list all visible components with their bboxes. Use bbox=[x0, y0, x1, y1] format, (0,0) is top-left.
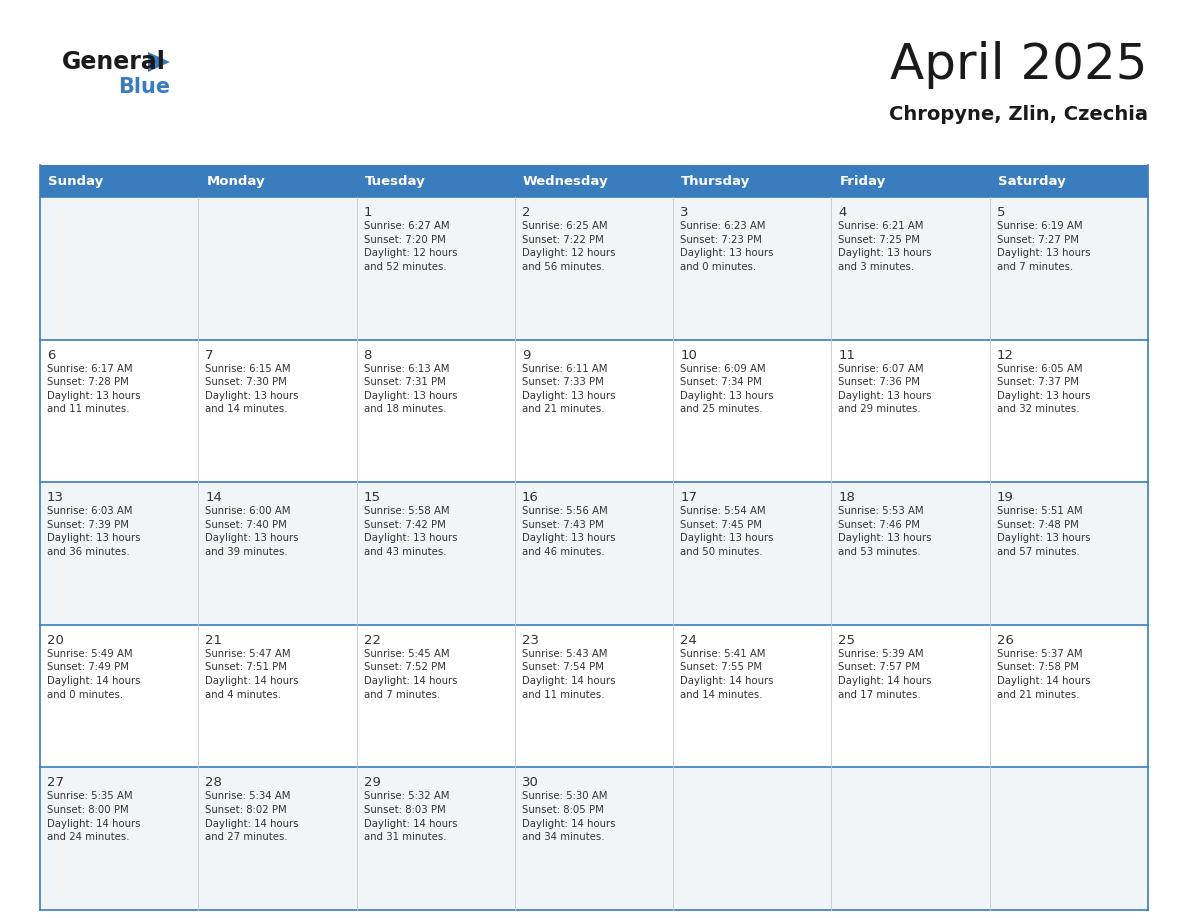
Text: Sunrise: 5:35 AM
Sunset: 8:00 PM
Daylight: 14 hours
and 24 minutes.: Sunrise: 5:35 AM Sunset: 8:00 PM Dayligh… bbox=[48, 791, 140, 842]
Bar bbox=[40, 340, 1148, 482]
Text: 6: 6 bbox=[48, 349, 56, 362]
Text: Sunrise: 5:41 AM
Sunset: 7:55 PM
Daylight: 14 hours
and 14 minutes.: Sunrise: 5:41 AM Sunset: 7:55 PM Dayligh… bbox=[681, 649, 773, 700]
Text: 2: 2 bbox=[522, 206, 530, 219]
Text: Sunrise: 6:15 AM
Sunset: 7:30 PM
Daylight: 13 hours
and 14 minutes.: Sunrise: 6:15 AM Sunset: 7:30 PM Dayligh… bbox=[206, 364, 299, 414]
Text: Chropyne, Zlin, Czechia: Chropyne, Zlin, Czechia bbox=[889, 106, 1148, 125]
Text: 10: 10 bbox=[681, 349, 697, 362]
Text: Sunrise: 5:51 AM
Sunset: 7:48 PM
Daylight: 13 hours
and 57 minutes.: Sunrise: 5:51 AM Sunset: 7:48 PM Dayligh… bbox=[997, 506, 1091, 557]
Bar bbox=[674, 165, 832, 197]
Text: 20: 20 bbox=[48, 633, 64, 647]
Text: Sunrise: 5:53 AM
Sunset: 7:46 PM
Daylight: 13 hours
and 53 minutes.: Sunrise: 5:53 AM Sunset: 7:46 PM Dayligh… bbox=[839, 506, 931, 557]
Text: Sunrise: 5:54 AM
Sunset: 7:45 PM
Daylight: 13 hours
and 50 minutes.: Sunrise: 5:54 AM Sunset: 7:45 PM Dayligh… bbox=[681, 506, 773, 557]
Text: Sunrise: 6:13 AM
Sunset: 7:31 PM
Daylight: 13 hours
and 18 minutes.: Sunrise: 6:13 AM Sunset: 7:31 PM Dayligh… bbox=[364, 364, 457, 414]
Bar bbox=[198, 165, 356, 197]
Text: 18: 18 bbox=[839, 491, 855, 504]
Bar bbox=[40, 482, 1148, 625]
Text: 27: 27 bbox=[48, 777, 64, 789]
Text: 7: 7 bbox=[206, 349, 214, 362]
Text: Sunrise: 6:21 AM
Sunset: 7:25 PM
Daylight: 13 hours
and 3 minutes.: Sunrise: 6:21 AM Sunset: 7:25 PM Dayligh… bbox=[839, 221, 931, 272]
Bar bbox=[40, 197, 1148, 340]
Text: 17: 17 bbox=[681, 491, 697, 504]
Text: Sunrise: 6:17 AM
Sunset: 7:28 PM
Daylight: 13 hours
and 11 minutes.: Sunrise: 6:17 AM Sunset: 7:28 PM Dayligh… bbox=[48, 364, 140, 414]
Bar bbox=[832, 165, 990, 197]
Text: 30: 30 bbox=[522, 777, 538, 789]
Text: 25: 25 bbox=[839, 633, 855, 647]
Bar bbox=[514, 165, 674, 197]
Text: Sunrise: 6:19 AM
Sunset: 7:27 PM
Daylight: 13 hours
and 7 minutes.: Sunrise: 6:19 AM Sunset: 7:27 PM Dayligh… bbox=[997, 221, 1091, 272]
Text: Sunrise: 6:05 AM
Sunset: 7:37 PM
Daylight: 13 hours
and 32 minutes.: Sunrise: 6:05 AM Sunset: 7:37 PM Dayligh… bbox=[997, 364, 1091, 414]
Bar bbox=[40, 625, 1148, 767]
Text: Sunrise: 5:37 AM
Sunset: 7:58 PM
Daylight: 14 hours
and 21 minutes.: Sunrise: 5:37 AM Sunset: 7:58 PM Dayligh… bbox=[997, 649, 1091, 700]
Bar bbox=[40, 165, 198, 197]
Text: Sunrise: 5:32 AM
Sunset: 8:03 PM
Daylight: 14 hours
and 31 minutes.: Sunrise: 5:32 AM Sunset: 8:03 PM Dayligh… bbox=[364, 791, 457, 842]
Text: 28: 28 bbox=[206, 777, 222, 789]
Text: 24: 24 bbox=[681, 633, 697, 647]
Text: Sunrise: 5:56 AM
Sunset: 7:43 PM
Daylight: 13 hours
and 46 minutes.: Sunrise: 5:56 AM Sunset: 7:43 PM Dayligh… bbox=[522, 506, 615, 557]
Text: Sunrise: 5:34 AM
Sunset: 8:02 PM
Daylight: 14 hours
and 27 minutes.: Sunrise: 5:34 AM Sunset: 8:02 PM Dayligh… bbox=[206, 791, 299, 842]
Text: Sunrise: 6:23 AM
Sunset: 7:23 PM
Daylight: 13 hours
and 0 minutes.: Sunrise: 6:23 AM Sunset: 7:23 PM Dayligh… bbox=[681, 221, 773, 272]
Text: Monday: Monday bbox=[207, 174, 265, 187]
Text: Sunrise: 6:07 AM
Sunset: 7:36 PM
Daylight: 13 hours
and 29 minutes.: Sunrise: 6:07 AM Sunset: 7:36 PM Dayligh… bbox=[839, 364, 931, 414]
Text: 23: 23 bbox=[522, 633, 539, 647]
Text: Sunrise: 5:43 AM
Sunset: 7:54 PM
Daylight: 14 hours
and 11 minutes.: Sunrise: 5:43 AM Sunset: 7:54 PM Dayligh… bbox=[522, 649, 615, 700]
Text: Sunrise: 6:09 AM
Sunset: 7:34 PM
Daylight: 13 hours
and 25 minutes.: Sunrise: 6:09 AM Sunset: 7:34 PM Dayligh… bbox=[681, 364, 773, 414]
Bar bbox=[356, 165, 514, 197]
Text: Tuesday: Tuesday bbox=[365, 174, 425, 187]
Text: 26: 26 bbox=[997, 633, 1013, 647]
Text: 3: 3 bbox=[681, 206, 689, 219]
Text: 4: 4 bbox=[839, 206, 847, 219]
Text: Sunrise: 5:45 AM
Sunset: 7:52 PM
Daylight: 14 hours
and 7 minutes.: Sunrise: 5:45 AM Sunset: 7:52 PM Dayligh… bbox=[364, 649, 457, 700]
Text: Sunrise: 5:58 AM
Sunset: 7:42 PM
Daylight: 13 hours
and 43 minutes.: Sunrise: 5:58 AM Sunset: 7:42 PM Dayligh… bbox=[364, 506, 457, 557]
Text: Blue: Blue bbox=[118, 77, 170, 97]
Bar bbox=[40, 767, 1148, 910]
Bar bbox=[990, 165, 1148, 197]
Text: 29: 29 bbox=[364, 777, 380, 789]
Text: 9: 9 bbox=[522, 349, 530, 362]
Text: 19: 19 bbox=[997, 491, 1013, 504]
Text: General: General bbox=[62, 50, 166, 74]
Text: Sunrise: 6:25 AM
Sunset: 7:22 PM
Daylight: 12 hours
and 56 minutes.: Sunrise: 6:25 AM Sunset: 7:22 PM Dayligh… bbox=[522, 221, 615, 272]
Text: Saturday: Saturday bbox=[998, 174, 1066, 187]
Text: 8: 8 bbox=[364, 349, 372, 362]
Text: Friday: Friday bbox=[840, 174, 886, 187]
Text: Wednesday: Wednesday bbox=[523, 174, 608, 187]
Text: 12: 12 bbox=[997, 349, 1013, 362]
Text: Sunrise: 6:11 AM
Sunset: 7:33 PM
Daylight: 13 hours
and 21 minutes.: Sunrise: 6:11 AM Sunset: 7:33 PM Dayligh… bbox=[522, 364, 615, 414]
Text: Sunrise: 5:47 AM
Sunset: 7:51 PM
Daylight: 14 hours
and 4 minutes.: Sunrise: 5:47 AM Sunset: 7:51 PM Dayligh… bbox=[206, 649, 299, 700]
Text: Sunrise: 5:39 AM
Sunset: 7:57 PM
Daylight: 14 hours
and 17 minutes.: Sunrise: 5:39 AM Sunset: 7:57 PM Dayligh… bbox=[839, 649, 931, 700]
Text: 16: 16 bbox=[522, 491, 538, 504]
Text: 5: 5 bbox=[997, 206, 1005, 219]
Text: Sunrise: 6:00 AM
Sunset: 7:40 PM
Daylight: 13 hours
and 39 minutes.: Sunrise: 6:00 AM Sunset: 7:40 PM Dayligh… bbox=[206, 506, 299, 557]
Text: 13: 13 bbox=[48, 491, 64, 504]
Text: 15: 15 bbox=[364, 491, 380, 504]
Text: Sunrise: 6:03 AM
Sunset: 7:39 PM
Daylight: 13 hours
and 36 minutes.: Sunrise: 6:03 AM Sunset: 7:39 PM Dayligh… bbox=[48, 506, 140, 557]
Text: 11: 11 bbox=[839, 349, 855, 362]
Text: 22: 22 bbox=[364, 633, 380, 647]
Text: Sunday: Sunday bbox=[48, 174, 103, 187]
Text: April 2025: April 2025 bbox=[891, 41, 1148, 89]
Polygon shape bbox=[148, 52, 170, 72]
Text: Sunrise: 6:27 AM
Sunset: 7:20 PM
Daylight: 12 hours
and 52 minutes.: Sunrise: 6:27 AM Sunset: 7:20 PM Dayligh… bbox=[364, 221, 457, 272]
Text: 14: 14 bbox=[206, 491, 222, 504]
Text: Sunrise: 5:30 AM
Sunset: 8:05 PM
Daylight: 14 hours
and 34 minutes.: Sunrise: 5:30 AM Sunset: 8:05 PM Dayligh… bbox=[522, 791, 615, 842]
Text: 1: 1 bbox=[364, 206, 372, 219]
Text: Thursday: Thursday bbox=[681, 174, 751, 187]
Text: 21: 21 bbox=[206, 633, 222, 647]
Text: Sunrise: 5:49 AM
Sunset: 7:49 PM
Daylight: 14 hours
and 0 minutes.: Sunrise: 5:49 AM Sunset: 7:49 PM Dayligh… bbox=[48, 649, 140, 700]
